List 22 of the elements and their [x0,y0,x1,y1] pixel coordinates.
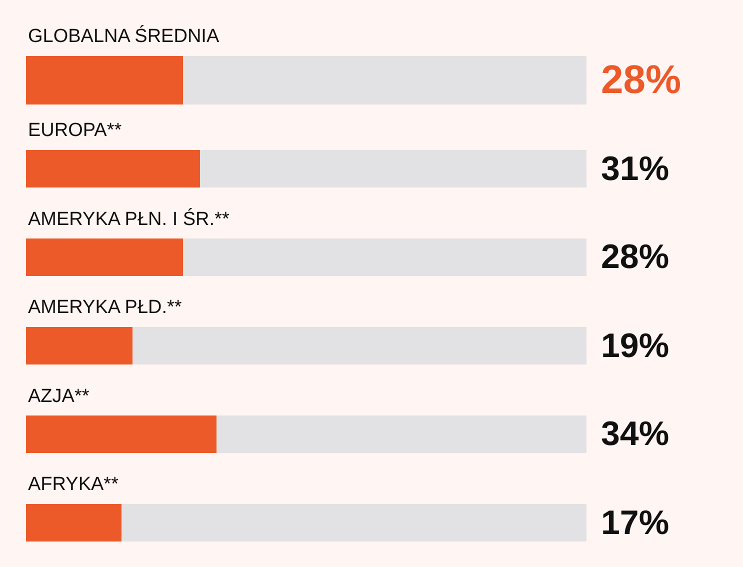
bar [26,416,217,453]
y-tick-label: AFRYKA** [28,474,120,495]
y-tick-label: AZJA** [28,386,90,407]
bar [26,504,122,542]
data-label: 19% [601,327,670,365]
y-tick-label: AMERYKA PŁD.** [28,297,182,318]
bar [216,416,587,453]
y-tick-label: GLOBALNA ŚREDNIA [28,24,220,47]
bar [26,238,183,276]
data-label: 31% [601,150,670,188]
bar [121,504,587,542]
data-label: 17% [601,504,670,542]
y-tick-label: AMERYKA PŁN. I ŚR.** [28,207,230,230]
bar [132,327,587,364]
data-label: 28% [601,238,670,276]
data-label: 34% [601,415,670,453]
bar [26,150,200,188]
bar [200,150,587,188]
data-label: 28% [601,58,682,102]
y-tick-label: EUROPA** [28,120,122,141]
bar [26,327,133,364]
bar [182,238,587,276]
